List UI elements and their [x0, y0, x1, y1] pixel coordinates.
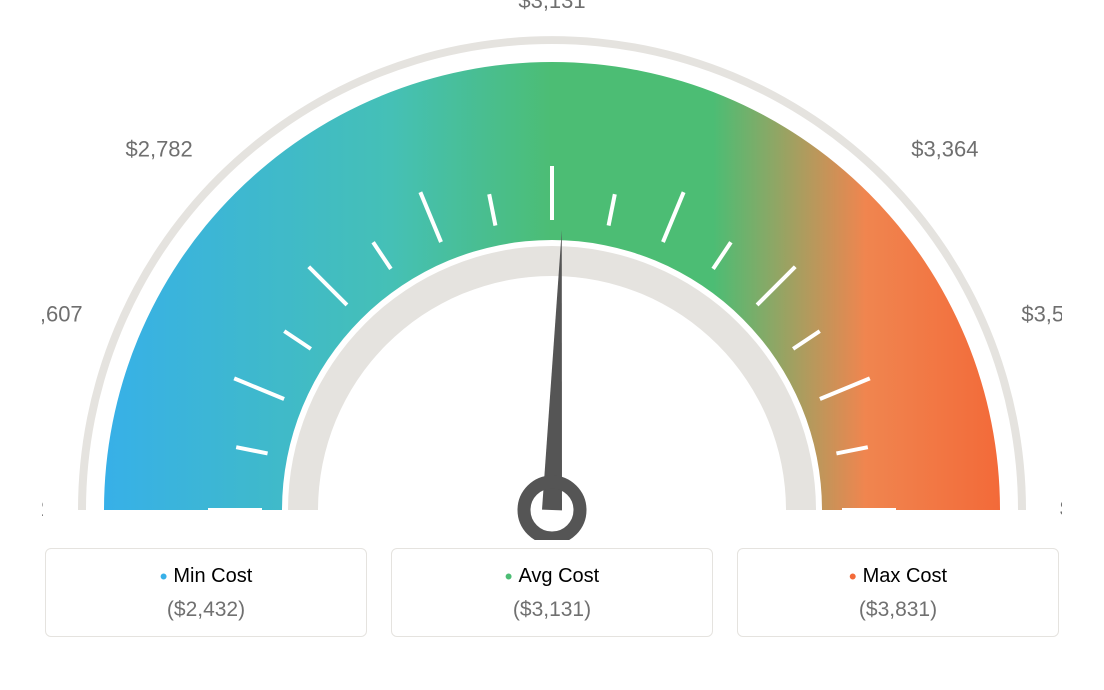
- legend-card-avg: • Avg Cost ($3,131): [391, 548, 713, 637]
- legend-card-min: • Min Cost ($2,432): [45, 548, 367, 637]
- dot-icon: •: [160, 566, 168, 588]
- legend-avg-value: ($3,131): [513, 598, 591, 622]
- dot-icon: •: [849, 566, 857, 588]
- legend-max-label: Max Cost: [863, 565, 947, 588]
- svg-text:$2,432: $2,432: [42, 496, 44, 521]
- legend-avg-label: Avg Cost: [518, 565, 599, 588]
- legend-min-label: Min Cost: [173, 565, 252, 588]
- svg-text:$3,131: $3,131: [518, 0, 585, 13]
- svg-text:$2,607: $2,607: [42, 301, 83, 326]
- svg-text:$2,782: $2,782: [125, 137, 192, 162]
- dot-icon: •: [505, 566, 513, 588]
- legend-row: • Min Cost ($2,432) • Avg Cost ($3,131) …: [45, 548, 1059, 637]
- legend-min-value: ($2,432): [167, 598, 245, 622]
- cost-gauge: $2,432 $2,607 $2,782 $3,131 $3,364 $3,597 $3,8…: [42, 0, 1062, 540]
- svg-text:$3,831: $3,831: [1060, 496, 1062, 521]
- legend-max-value: ($3,831): [859, 598, 937, 622]
- svg-text:$3,597: $3,597: [1021, 301, 1062, 326]
- legend-card-max: • Max Cost ($3,831): [737, 548, 1059, 637]
- svg-text:$3,364: $3,364: [911, 137, 978, 162]
